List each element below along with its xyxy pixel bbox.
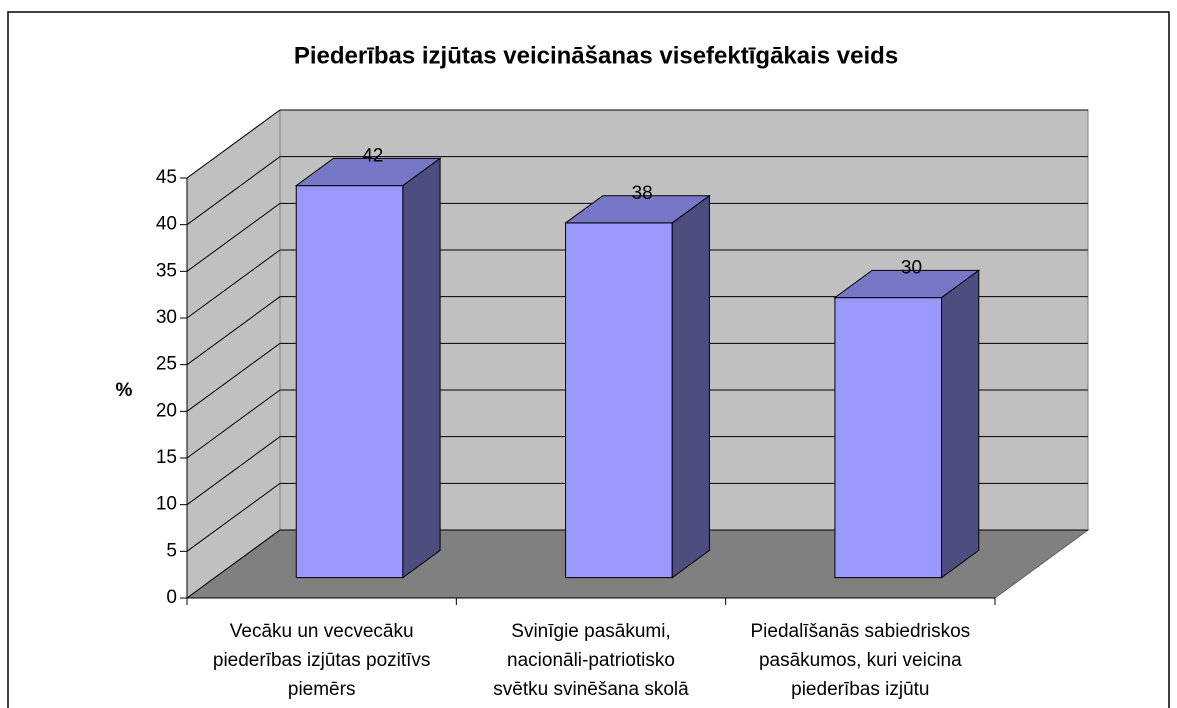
y-tick-label: 20 <box>156 400 177 421</box>
x-tick-label-line: piederības izjūtas pozitīvs <box>213 650 431 671</box>
x-tick-label-line: piederības izjūtu <box>791 679 929 700</box>
y-tick-label: 45 <box>156 167 177 188</box>
value-label: 42 <box>362 146 383 167</box>
x-tick-label-line: svētku svinēšana skolā <box>493 679 689 700</box>
value-label: 38 <box>632 183 653 204</box>
y-tick-label: 40 <box>156 214 177 235</box>
x-tick-label: Svinīgie pasākumi, nacionāli-patriotisko s… <box>493 621 689 700</box>
grid-line <box>186 529 1088 599</box>
x-tick-label-line: Vecāku un vecvecāku <box>230 621 414 642</box>
y-tick-label: 25 <box>156 354 177 375</box>
y-tick-label: 15 <box>156 447 177 468</box>
bar-side <box>671 194 710 579</box>
grid-line <box>186 482 1088 552</box>
bar-side <box>941 269 980 579</box>
grid-line <box>186 389 1088 459</box>
grid-line <box>186 436 1088 506</box>
x-tick-label-line: nacionāli-patriotisko <box>507 650 675 671</box>
grid-line <box>186 202 1088 272</box>
y-tick-label: 10 <box>156 494 177 515</box>
grid-line <box>186 249 1088 319</box>
y-tick-label: 35 <box>156 260 177 281</box>
value-label: 30 <box>901 258 922 279</box>
x-tick-label-line: pasākumos, kuri veicina <box>759 650 962 671</box>
grid-line <box>186 109 1088 179</box>
bar-side <box>402 157 441 579</box>
x-tick-label-line: Svinīgie pasākumi, <box>511 621 670 642</box>
bar-front <box>295 185 404 579</box>
x-tick-label-line: Piedalīšanās sabiedriskos <box>750 621 970 642</box>
y-tick-label: 30 <box>156 307 177 328</box>
x-tick-label: Vecāku un vecvecāku piederības izjūtas po… <box>213 621 431 700</box>
grid-line <box>186 296 1088 366</box>
y-tick-label: 0 <box>166 587 177 608</box>
grid-line <box>186 342 1088 412</box>
y-axis-label: % <box>116 380 133 401</box>
x-tick-label-line: piemērs <box>288 679 356 700</box>
bar-front <box>565 222 673 579</box>
chart-title: Piederības izjūtas veicināšanas visefekt… <box>294 42 898 69</box>
y-tick-label: 5 <box>166 540 177 561</box>
grid-line <box>186 156 1088 226</box>
bar-front <box>834 297 943 579</box>
x-tick-label: Piedalīšanās sabiedriskos pasākumos, kuri… <box>750 621 970 700</box>
